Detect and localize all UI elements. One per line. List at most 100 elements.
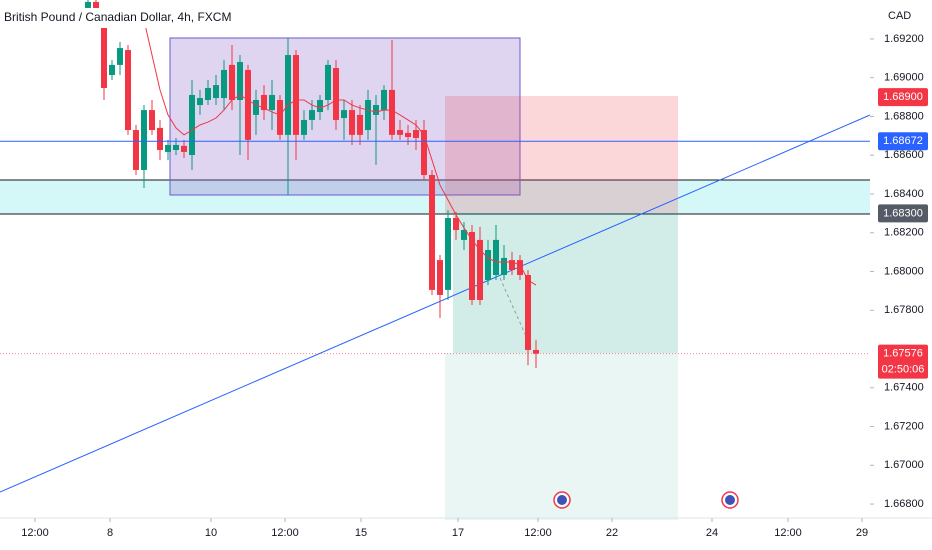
candle-body	[237, 62, 243, 100]
candle-body	[381, 89, 387, 111]
candle-body	[301, 119, 307, 135]
candle-body	[181, 145, 187, 152]
candle-body	[117, 48, 123, 65]
candle-body	[285, 55, 291, 135]
candle-body	[125, 49, 131, 131]
price-tag: 1.68300	[878, 204, 928, 223]
y-tick-label: 1.67200	[884, 420, 924, 432]
price-tag-label: 1.67576	[883, 348, 923, 360]
x-tick-label: 29	[856, 527, 868, 539]
candle-body	[501, 257, 507, 275]
x-tick-label: 15	[355, 527, 367, 539]
candle-body	[205, 87, 211, 100]
candle-body	[421, 130, 427, 175]
price-tag: 1.67576 02:50:06	[878, 344, 928, 379]
candle-body	[229, 64, 235, 100]
candle-body	[389, 89, 395, 135]
candle-body	[493, 239, 499, 275]
y-tick-label: 1.67400	[884, 382, 924, 394]
candle-body	[325, 64, 331, 100]
candle-body	[277, 99, 283, 135]
candle-body	[429, 174, 435, 290]
candle-body	[405, 132, 411, 138]
stop-zone	[445, 96, 678, 213]
candle-body	[373, 105, 379, 115]
candle-body	[413, 130, 419, 138]
y-tick-label: 1.68400	[884, 188, 924, 200]
target-zone	[453, 213, 678, 353]
candle-body	[341, 110, 347, 119]
x-tick-label: 8	[107, 527, 113, 539]
price-tag-label: 1.68300	[883, 207, 923, 219]
moving-average	[143, 19, 537, 286]
candle-body	[245, 69, 251, 140]
candle-body	[101, 10, 107, 88]
candle-body	[477, 239, 483, 300]
price-tag-bg	[878, 204, 928, 223]
candle-body	[437, 260, 443, 295]
candle-body	[221, 69, 227, 99]
y-tick-label: 1.67000	[884, 459, 924, 471]
candle-body	[461, 230, 467, 240]
candle-body	[509, 260, 515, 270]
y-tick-label: 1.67800	[884, 304, 924, 316]
x-tick-label: 24	[706, 527, 718, 539]
price-tag: 1.68900	[878, 88, 928, 107]
title-bg	[0, 8, 232, 28]
candle-body	[397, 130, 403, 135]
candle-body	[253, 99, 259, 115]
x-tick-label: 12:00	[774, 527, 802, 539]
price-tag-label: 1.68672	[883, 135, 923, 147]
candle-body	[189, 94, 195, 156]
x-tick-label: 12:00	[524, 527, 552, 539]
candle-body	[453, 218, 459, 231]
x-tick-label: 12:00	[271, 527, 299, 539]
candle-body	[85, 1, 91, 8]
y-tick-label: 1.69200	[884, 33, 924, 45]
countdown: 02:50:06	[882, 364, 925, 376]
candle-body	[197, 98, 203, 106]
candle-body	[517, 260, 523, 275]
price-tag-bg	[878, 88, 928, 107]
candle-body	[293, 55, 299, 135]
currency-label: CAD	[888, 10, 911, 22]
y-tick-label: 1.68800	[884, 110, 924, 122]
y-tick-label: 1.68000	[884, 265, 924, 277]
candle-body	[525, 274, 531, 350]
y-tick-label: 1.69000	[884, 72, 924, 84]
x-tick-label: 12:00	[21, 527, 49, 539]
candle-body	[445, 218, 451, 290]
x-tick-label: 17	[452, 527, 464, 539]
candle-body	[317, 99, 323, 113]
candle-body	[133, 130, 139, 170]
candle-body	[365, 99, 371, 131]
candle-body	[149, 110, 155, 131]
candle-body	[173, 144, 179, 150]
price-tag-bg	[878, 132, 928, 151]
candle-body	[269, 94, 275, 111]
candle-body	[157, 127, 163, 150]
candle-body	[349, 110, 355, 135]
price-tag: 1.68672	[878, 132, 928, 151]
trend-line	[0, 114, 871, 493]
y-tick-label: 1.68200	[884, 227, 924, 239]
candle-body	[165, 144, 171, 152]
chart-title: British Pound / Canadian Dollar, 4h, FXC…	[4, 10, 231, 24]
candle-body	[533, 349, 539, 354]
price-tag-label: 1.68900	[883, 91, 923, 103]
candle-body	[109, 64, 115, 75]
candle-body	[469, 231, 475, 300]
candle-body	[261, 94, 267, 111]
candle-body	[485, 249, 491, 281]
x-tick-label: 10	[205, 527, 217, 539]
event-flag	[725, 495, 735, 505]
candle-body	[93, 1, 99, 11]
candle-body	[213, 85, 219, 99]
x-tick-label: 22	[606, 527, 618, 539]
y-tick-label: 1.68600	[884, 149, 924, 161]
price-tag-bg	[878, 344, 928, 379]
y-tick-label: 1.66800	[884, 498, 924, 510]
candle-body	[141, 110, 147, 170]
